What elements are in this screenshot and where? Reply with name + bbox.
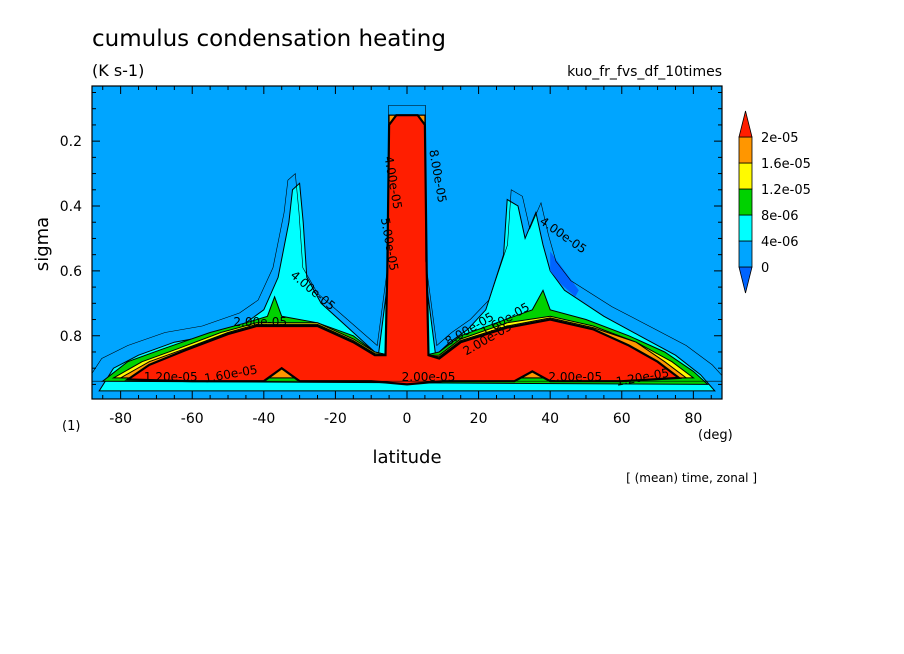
contour-label-3: 1.20e-05 xyxy=(144,370,198,384)
units-label: (K s-1) xyxy=(92,61,144,80)
colorbar-label: 2e-05 xyxy=(761,131,799,146)
run-name-label: kuo_fr_fvs_df_10times xyxy=(567,64,722,80)
x-tick-label: -60 xyxy=(181,411,204,427)
colorbar-label: 4e-06 xyxy=(761,235,799,250)
contour-label-12: 2.00e-05 xyxy=(548,370,602,384)
x-tick-label: 0 xyxy=(403,411,412,427)
contour-label-0: 2.00e-05 xyxy=(233,315,287,329)
contour-line-outer xyxy=(92,105,722,382)
colorbar-segment-1 xyxy=(738,240,753,268)
x-tick-label: 40 xyxy=(541,411,559,427)
colorbar-segment-5 xyxy=(738,136,753,164)
y-tick-label: 0.4 xyxy=(60,199,82,215)
x-tick-label: 80 xyxy=(684,411,702,427)
colorbar-segment-3 xyxy=(738,188,753,216)
colorbar: 0 4e-06 8e-06 1.2e-05 1.6e-05 2e-05 xyxy=(738,110,811,294)
colorbar-label: 1.6e-05 xyxy=(761,157,811,172)
colorbar-label: 1.2e-05 xyxy=(761,183,811,198)
y-tick-label: 0.8 xyxy=(60,329,82,345)
y-tick-label: 0.2 xyxy=(60,134,82,150)
colorbar-segment-2 xyxy=(738,214,753,242)
contour-label-7: 2.00e-05 xyxy=(402,370,456,384)
x-tick-label: 60 xyxy=(613,411,631,427)
x-tick-label: 20 xyxy=(470,411,488,427)
x-tick-label: -80 xyxy=(109,411,132,427)
colorbar-label: 8e-06 xyxy=(761,209,799,224)
contour-region-4 xyxy=(124,114,683,386)
y-axis-label: sigma xyxy=(32,217,53,271)
colorbar-arrow-below xyxy=(738,266,753,294)
unit-marker: (1) xyxy=(62,419,80,434)
y-tick-label: 0.6 xyxy=(60,264,82,280)
colorbar-label: 0 xyxy=(761,261,769,276)
x-tick-label: -20 xyxy=(324,411,347,427)
x-axis-label: latitude xyxy=(372,447,441,468)
footnote: [ (mean) time, zonal ] xyxy=(626,471,757,485)
x-unit-label: (deg) xyxy=(698,428,733,443)
chart-title: cumulus condensation heating xyxy=(92,26,446,52)
colorbar-arrow-above xyxy=(738,110,753,138)
x-tick-label: -40 xyxy=(252,411,275,427)
colorbar-segment-4 xyxy=(738,162,753,190)
